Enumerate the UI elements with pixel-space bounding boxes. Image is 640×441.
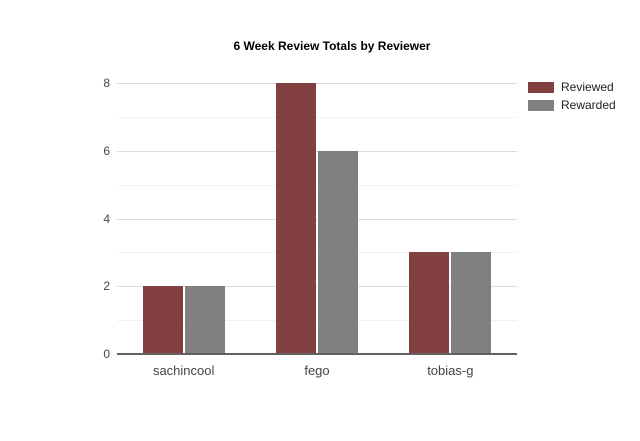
bar-reviewed-tobias-g[interactable]: [409, 252, 450, 354]
gridline-minor: [117, 320, 517, 322]
bar-rewarded-tobias-g[interactable]: [451, 252, 492, 354]
legend-swatch-rewarded: [528, 99, 554, 111]
chart-title: 6 Week Review Totals by Reviewer: [233, 39, 431, 53]
legend-item-rewarded: Rewarded: [528, 98, 616, 112]
x-axis-label-sachincool: sachincool: [152, 363, 215, 378]
legend-label-reviewed: Reviewed: [561, 80, 614, 94]
y-tick-label: 4: [103, 211, 110, 226]
x-axis-label-tobias-g: tobias-g: [427, 363, 474, 378]
bar-rewarded-sachincool[interactable]: [184, 286, 225, 354]
y-tick-label: 6: [103, 143, 110, 158]
y-tick-label: 8: [103, 76, 110, 90]
bar-reviewed-sachincool[interactable]: [142, 286, 183, 354]
gridline-minor: [117, 116, 517, 118]
y-tick-label: 0: [103, 347, 110, 361]
plot-area: [117, 83, 517, 355]
legend-item-reviewed: Reviewed: [528, 80, 616, 94]
legend-label-rewarded: Rewarded: [561, 98, 616, 112]
gridline-minor: [117, 184, 517, 186]
chart-legend: Reviewed Rewarded: [528, 80, 616, 117]
gridline-major: [117, 218, 517, 220]
gridline-major: [117, 83, 517, 84]
gridline-minor: [117, 252, 517, 254]
x-axis-line: [117, 353, 517, 355]
legend-swatch-reviewed: [528, 81, 554, 93]
y-tick-label: 2: [103, 279, 110, 294]
x-axis-label-fego: fego: [304, 363, 330, 378]
bar-rewarded-fego[interactable]: [318, 150, 358, 354]
gridline-major: [117, 150, 517, 152]
bar-reviewed-fego[interactable]: [276, 83, 316, 354]
gridline-major: [117, 286, 517, 288]
